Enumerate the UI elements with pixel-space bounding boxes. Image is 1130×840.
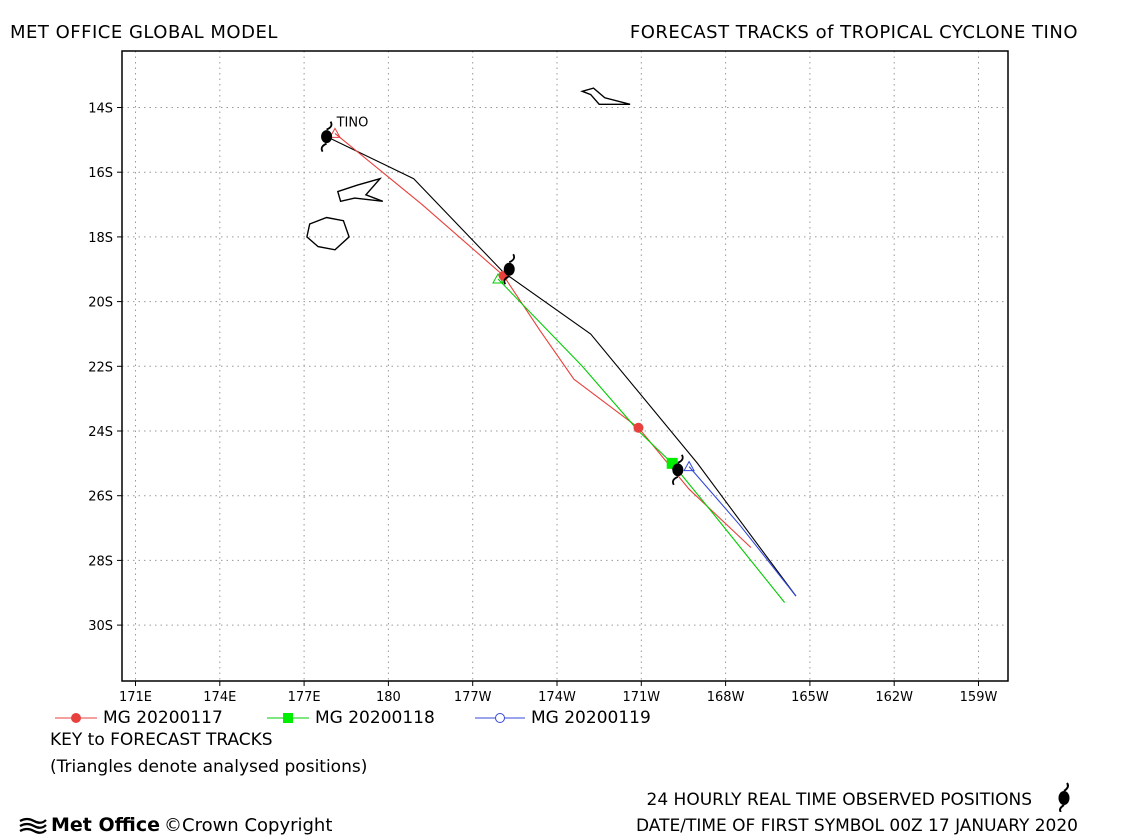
x-tick-label: 171E: [119, 690, 152, 705]
x-tick-label: 174E: [203, 690, 236, 705]
island-outline: [580, 87, 631, 106]
legend-label: MG 20200118: [315, 708, 435, 728]
x-tick-label: 162W: [875, 690, 913, 705]
copyright-notice: ©Crown Copyright: [164, 815, 333, 836]
legend-item-mg-20200119: MG 20200119: [475, 708, 651, 728]
red-circle-marker-icon: [55, 713, 97, 723]
y-tick-label: 16S: [88, 166, 113, 181]
cyclone-position-icon: [672, 454, 684, 486]
x-tick-label: 177E: [288, 690, 321, 705]
y-tick-label: 30S: [88, 619, 113, 634]
x-tick-label: 171W: [622, 690, 660, 705]
x-tick-label: 159W: [960, 690, 998, 705]
first-symbol-datetime: DATE/TIME OF FIRST SYMBOL 00Z 17 JANUARY…: [636, 816, 1078, 836]
header-left-title: MET OFFICE GLOBAL MODEL: [10, 22, 278, 43]
x-tick-label: 180: [376, 690, 401, 705]
analysed-triangle: [683, 460, 695, 472]
legend-label: MG 20200117: [103, 708, 223, 728]
header-right-title: FORECAST TRACKS of TROPICAL CYCLONE TINO: [629, 22, 1078, 43]
key-note: (Triangles denote analysed positions): [50, 757, 368, 777]
axis-ticks: 171E 174E 177E 180 177W 174W 171W 168W 165W 162W 1…: [88, 102, 997, 706]
met-office-logo: Met Office: [18, 814, 160, 836]
green-square-marker-icon: [267, 713, 309, 723]
cyclone-name-label: TINO: [336, 116, 369, 131]
forecast-square-marker: [666, 457, 678, 469]
symbols: [320, 121, 695, 486]
x-tick-label: 168W: [707, 690, 745, 705]
coastlines: [306, 87, 631, 251]
legend-label: MG 20200119: [531, 708, 651, 728]
logo-text: Met Office: [51, 814, 160, 836]
analysed-triangle: [329, 127, 341, 138]
x-tick-label: 177W: [454, 690, 492, 705]
y-tick-label: 18S: [88, 231, 113, 246]
legend-item-mg-20200117: MG 20200117: [55, 708, 223, 728]
observed-track-line: [326, 136, 797, 597]
cyclone-symbol-icon: [1058, 782, 1070, 812]
forecast-circle-marker: [633, 422, 644, 433]
y-tick-label: 24S: [88, 425, 113, 440]
observed-positions-label: 24 HOURLY REAL TIME OBSERVED POSITIONS: [646, 790, 1032, 810]
blue-open-circle-marker-icon: [475, 713, 525, 723]
cyclone-position-icon: [320, 121, 333, 153]
island-outline: [306, 216, 350, 251]
y-tick-label: 26S: [88, 490, 113, 505]
tracks: [326, 132, 797, 603]
x-tick-label: 174W: [538, 690, 576, 705]
y-tick-label: 28S: [88, 554, 113, 569]
met-office-wave-logo-icon: [19, 817, 47, 834]
y-tick-label: 14S: [88, 102, 113, 117]
forecast-track-line: [688, 466, 797, 597]
cyclone-position-icon: [503, 253, 516, 285]
forecast-track-line: [497, 278, 786, 603]
map-grid: [122, 51, 1008, 681]
island-outline: [336, 177, 384, 203]
key-title: KEY to FORECAST TRACKS: [50, 730, 273, 750]
forecast-track-line: [334, 132, 752, 548]
legend-item-mg-20200118: MG 20200118: [267, 708, 435, 728]
y-tick-label: 22S: [88, 360, 113, 375]
x-tick-label: 165W: [791, 690, 829, 705]
y-tick-label: 20S: [88, 296, 113, 311]
